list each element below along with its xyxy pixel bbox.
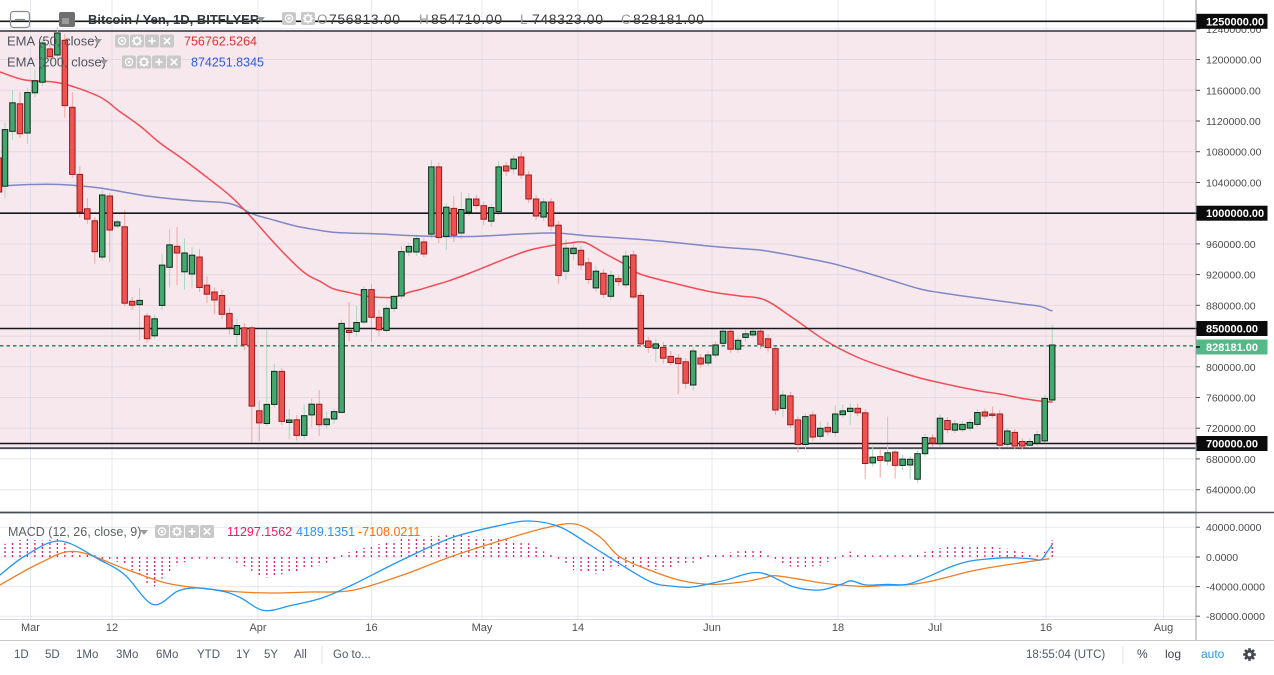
svg-text:Bitcoin / Yen, 1D, BITFLYER: Bitcoin / Yen, 1D, BITFLYER (88, 12, 260, 27)
svg-text:Jun: Jun (703, 622, 721, 634)
svg-text:16: 16 (365, 622, 377, 634)
svg-text:756762.5264: 756762.5264 (184, 35, 257, 49)
svg-text:880000.00: 880000.00 (1206, 300, 1256, 312)
svg-text:828181.00: 828181.00 (1206, 342, 1258, 354)
svg-text:850000.00: 850000.00 (1206, 324, 1258, 336)
svg-text:960000.00: 960000.00 (1206, 239, 1256, 251)
svg-text:920000.00: 920000.00 (1206, 270, 1256, 282)
svg-text:auto: auto (1201, 647, 1225, 661)
svg-text:1250000.00: 1250000.00 (1206, 16, 1264, 28)
svg-text:854710.00: 854710.00 (431, 11, 503, 27)
svg-text:12: 12 (106, 622, 118, 634)
svg-text:5Y: 5Y (264, 649, 278, 661)
svg-text:640000.00: 640000.00 (1206, 485, 1256, 497)
svg-text:760000.00: 760000.00 (1206, 393, 1256, 405)
svg-text:700000.00: 700000.00 (1206, 439, 1258, 451)
svg-text:18:55:04 (UTC): 18:55:04 (UTC) (1026, 649, 1105, 661)
svg-text:YTD: YTD (197, 649, 220, 661)
svg-text:3Mo: 3Mo (116, 649, 138, 661)
svg-text:Apr: Apr (249, 622, 266, 634)
svg-text:1Y: 1Y (236, 649, 250, 661)
svg-text:756813.00: 756813.00 (329, 11, 401, 27)
svg-text:%: % (1137, 647, 1148, 661)
svg-text:L: L (520, 12, 528, 27)
svg-text:H: H (419, 12, 429, 27)
svg-text:1120000.00: 1120000.00 (1206, 116, 1261, 128)
svg-text:1000000.00: 1000000.00 (1206, 208, 1264, 220)
svg-text:O: O (317, 12, 328, 27)
svg-text:1040000.00: 1040000.00 (1206, 178, 1262, 190)
svg-text:748323.00: 748323.00 (532, 11, 604, 27)
svg-text:874251.8345: 874251.8345 (191, 56, 264, 70)
svg-text:11297.1562: 11297.1562 (227, 525, 292, 539)
svg-text:0.0000: 0.0000 (1206, 552, 1238, 564)
svg-text:Mar: Mar (21, 622, 40, 634)
svg-text:log: log (1165, 647, 1181, 661)
svg-text:1D: 1D (14, 649, 29, 661)
svg-text:May: May (472, 622, 493, 634)
svg-text:EMA (50, close): EMA (50, close) (7, 34, 99, 49)
svg-text:16: 16 (1040, 622, 1052, 634)
svg-text:14: 14 (572, 622, 584, 634)
svg-text:MACD (12, 26, close, 9): MACD (12, 26, close, 9) (8, 525, 141, 539)
svg-text:4189.1351: 4189.1351 (296, 525, 355, 539)
svg-text:1Mo: 1Mo (76, 649, 98, 661)
svg-text:1160000.00: 1160000.00 (1206, 85, 1261, 97)
svg-text:828181.00: 828181.00 (633, 11, 705, 27)
svg-text:40000.0000: 40000.0000 (1206, 522, 1262, 534)
svg-text:-80000.0000: -80000.0000 (1206, 611, 1265, 623)
svg-text:800000.00: 800000.00 (1206, 362, 1256, 374)
svg-text:-7108.0211: -7108.0211 (358, 525, 420, 539)
svg-text:-40000.0000: -40000.0000 (1206, 582, 1265, 594)
svg-text:C: C (621, 12, 631, 27)
svg-text:680000.00: 680000.00 (1206, 454, 1256, 466)
svg-text:Aug: Aug (1154, 622, 1174, 634)
svg-text:5D: 5D (45, 649, 60, 661)
svg-text:All: All (294, 649, 307, 661)
svg-text:6Mo: 6Mo (156, 649, 178, 661)
svg-text:EMA (200, close): EMA (200, close) (7, 55, 106, 70)
svg-text:720000.00: 720000.00 (1206, 423, 1256, 435)
svg-text:Go to...: Go to... (333, 649, 371, 661)
svg-text:1200000.00: 1200000.00 (1206, 55, 1262, 67)
svg-text:18: 18 (832, 622, 844, 634)
svg-text:1080000.00: 1080000.00 (1206, 147, 1262, 159)
svg-text:Jul: Jul (928, 622, 942, 634)
